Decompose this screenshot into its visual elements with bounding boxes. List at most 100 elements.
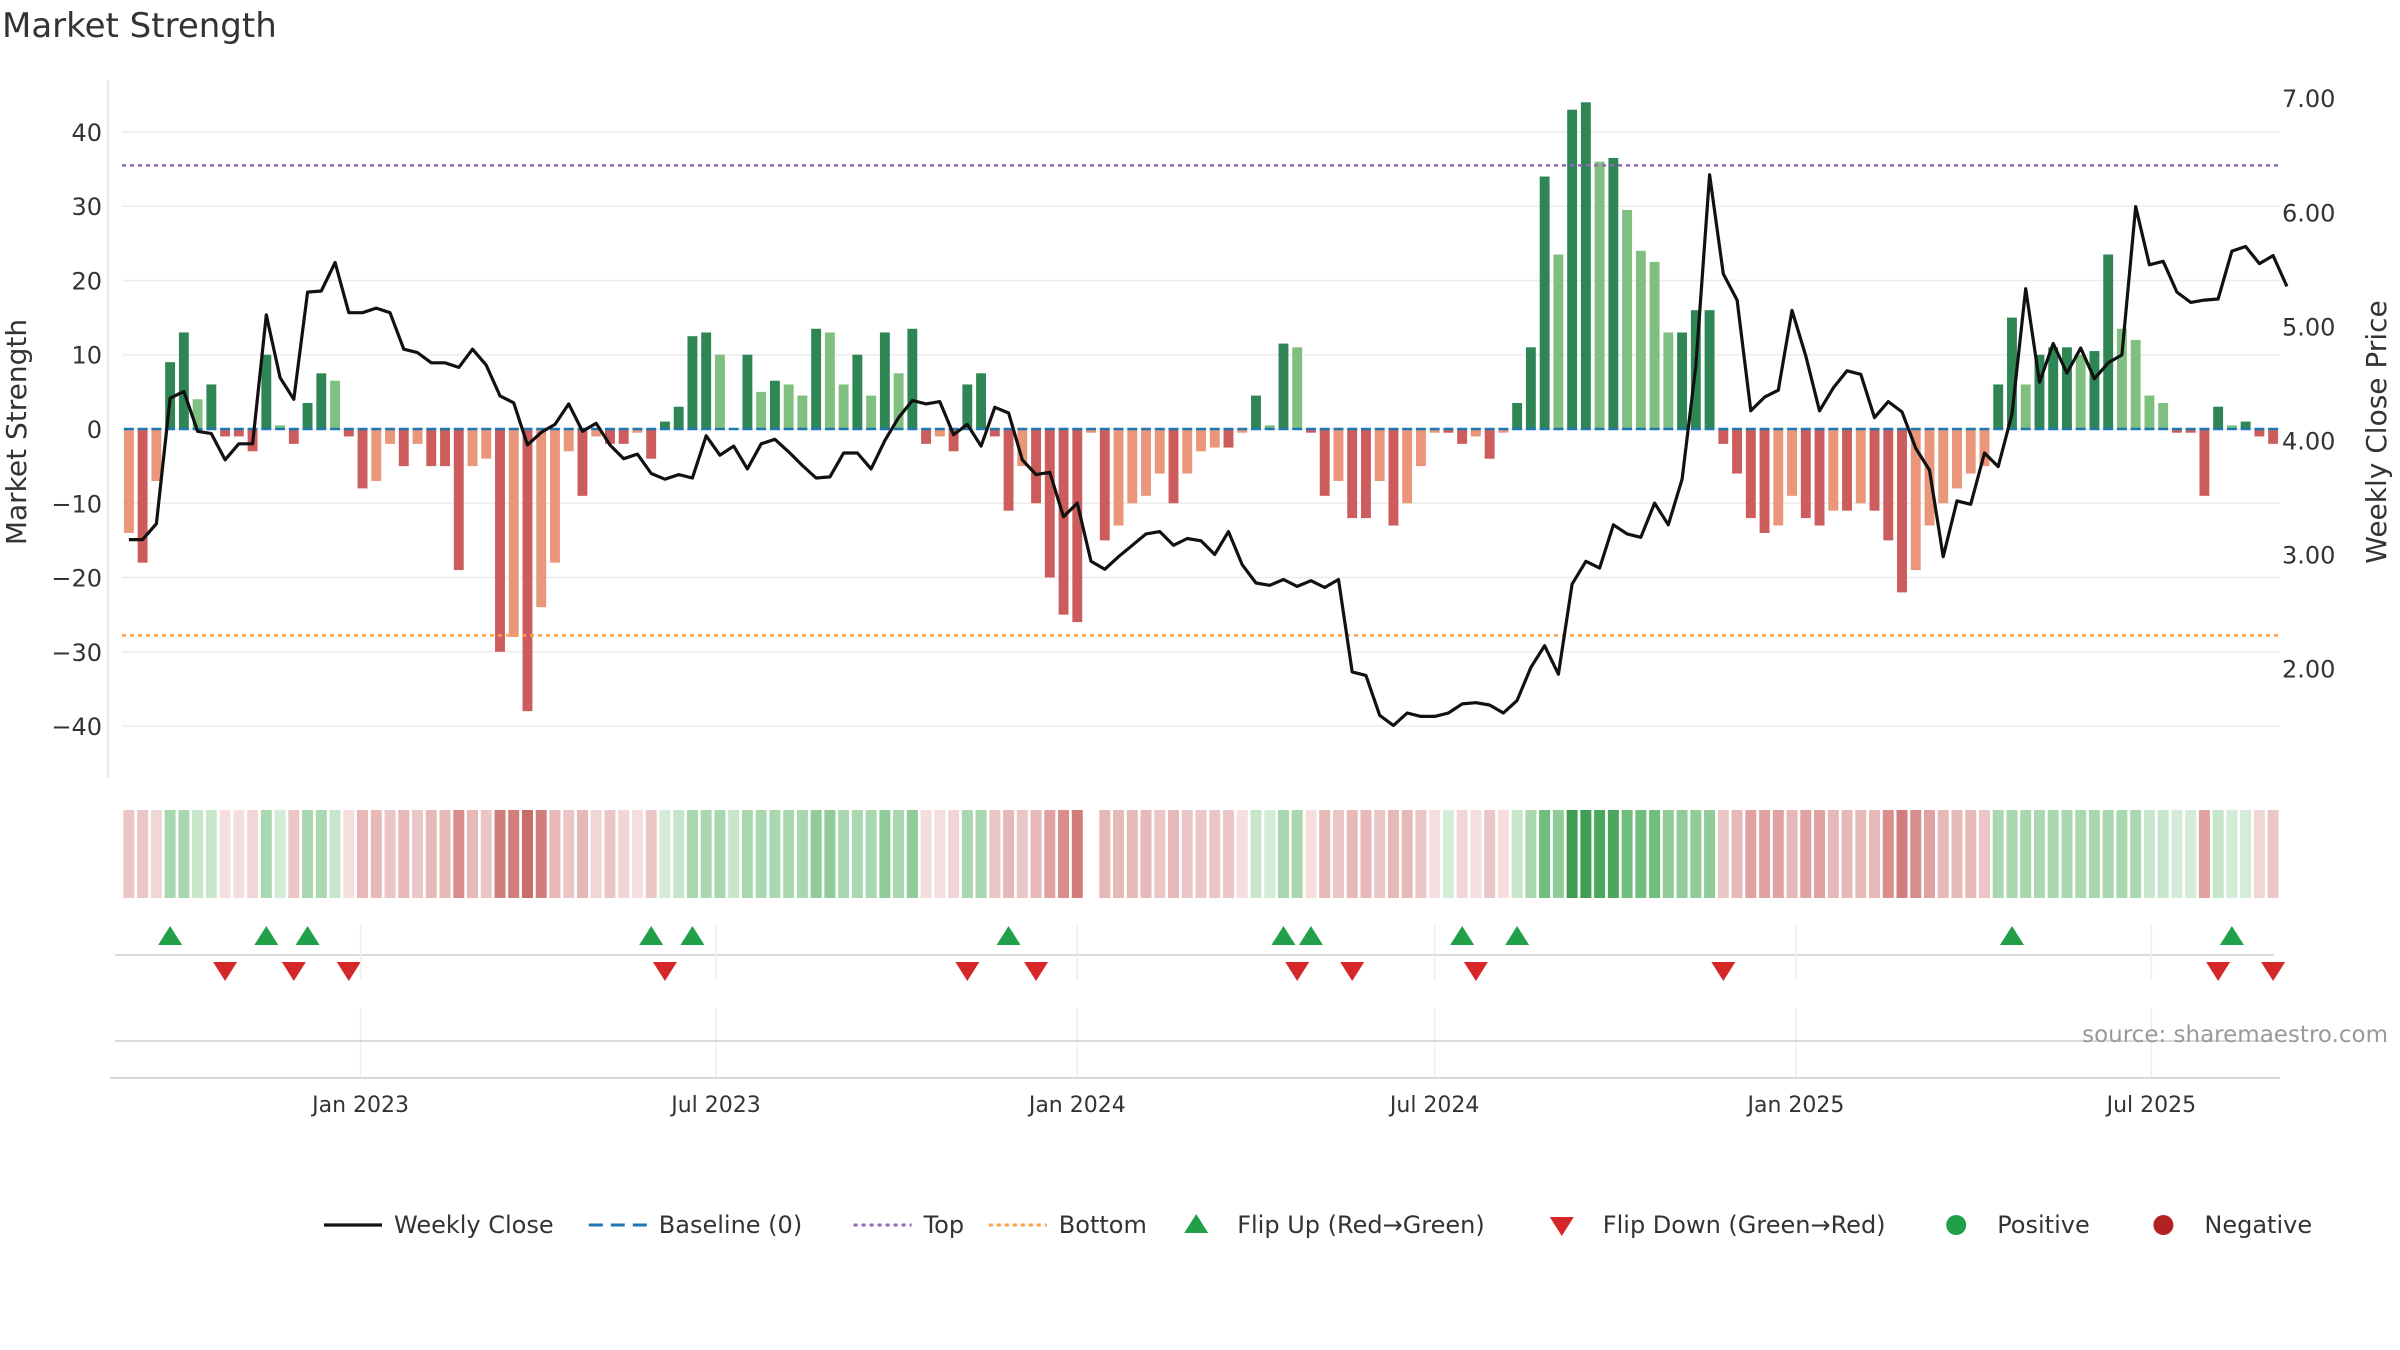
strength-bar	[1470, 429, 1481, 437]
strength-bar	[192, 399, 203, 429]
band-cell	[769, 810, 781, 898]
band-cell	[274, 810, 286, 898]
date-axis: Jan 2023 Jul 2023 Jan 2024 Jul 2024 Jan 2025…	[110, 925, 2280, 1118]
legend-label-bottom: Bottom	[1059, 1211, 1147, 1239]
strength-bar	[330, 380, 340, 429]
strength-bar	[824, 332, 835, 429]
band-cell	[1470, 810, 1482, 898]
strength-bar	[1869, 429, 1880, 511]
flip-up-marker	[1999, 926, 2024, 945]
band-cell	[906, 810, 918, 898]
strength-bar	[2185, 429, 2196, 433]
band-cell	[2143, 810, 2155, 898]
band-cell	[838, 810, 850, 898]
strength-bar	[1223, 429, 1234, 448]
band-cell	[357, 810, 369, 898]
band-cell	[1154, 810, 1166, 898]
strength-bar	[1663, 332, 1674, 429]
band-cell	[1497, 810, 1509, 898]
legend-label-positive: Positive	[1997, 1211, 2090, 1239]
band-cell	[2185, 810, 2197, 898]
flip-up-marker	[1271, 926, 1296, 945]
strength-bar	[1251, 395, 1261, 429]
flip-up-marker	[1298, 926, 1323, 945]
axes: −40 −30 −20 −10 0 10 20 30 40 2.00 3.00 4.00 5.00 6.0…	[51, 80, 2335, 778]
band-cell	[1415, 810, 1427, 898]
legend-swatch-negative	[2153, 1215, 2174, 1235]
source-label: source: sharemaestro.com	[2082, 1022, 2388, 1048]
band-cell	[728, 810, 740, 898]
strength-bar	[508, 429, 519, 637]
y-tick-label-left: 10	[71, 342, 102, 370]
strength-bar	[591, 429, 602, 437]
strength-bar	[1649, 261, 1660, 429]
band-cell	[1140, 810, 1152, 898]
band-cell	[2226, 810, 2238, 898]
band-cell	[384, 810, 396, 898]
band-cell	[2267, 810, 2279, 898]
band-cell	[1346, 810, 1358, 898]
strength-bar	[687, 336, 698, 429]
strength-bar	[2130, 339, 2141, 429]
flip-down-marker	[2261, 962, 2286, 981]
band-cell	[1552, 810, 1564, 898]
band-cell	[1841, 810, 1853, 898]
y-tick-label-right: 5.00	[2282, 313, 2335, 341]
strength-bar	[1429, 429, 1440, 433]
band-cell	[1855, 810, 1867, 898]
strength-bar	[2020, 384, 2031, 429]
strength-bar	[852, 354, 863, 429]
band-cell	[961, 810, 973, 898]
strength-bar	[2171, 429, 2182, 433]
band-cell	[700, 810, 712, 898]
band-cell	[1030, 810, 1042, 898]
strength-bar	[220, 429, 231, 437]
band-cell	[425, 810, 437, 898]
band-cell	[329, 810, 341, 898]
strength-bar	[1182, 429, 1193, 474]
band-cell	[150, 810, 162, 898]
x-tick-label: Jan 2025	[1746, 1093, 1845, 1118]
strength-bar	[1622, 209, 1633, 429]
strength-bar	[1141, 429, 1151, 496]
strength-bar	[1842, 429, 1852, 511]
band-cell	[1305, 810, 1317, 898]
band-cell	[865, 810, 877, 898]
band-cell	[247, 810, 259, 898]
strength-bar	[742, 354, 753, 429]
strength-bar	[1553, 254, 1564, 429]
strength-bar	[1017, 429, 1028, 467]
band-cell	[1772, 810, 1784, 898]
strength-bar	[1360, 429, 1371, 519]
strength-bar	[275, 425, 286, 429]
strength-bar	[673, 406, 684, 429]
y-axis-label-right: Weekly Close Price	[2360, 300, 2393, 563]
band-cell	[1621, 810, 1633, 898]
band-cell	[2212, 810, 2224, 898]
band-cell	[288, 810, 300, 898]
band-cell	[1539, 810, 1551, 898]
band-cell	[2061, 810, 2073, 898]
band-cell	[2033, 810, 2045, 898]
band-cell	[1731, 810, 1743, 898]
legend-label-negative: Negative	[2204, 1211, 2312, 1239]
band-cell	[1456, 810, 1468, 898]
strength-bar	[495, 429, 505, 652]
strength-bar	[1910, 429, 1921, 571]
strength-bar	[2226, 425, 2237, 429]
strength-bar	[1237, 429, 1248, 433]
strength-bar	[1264, 425, 1275, 429]
strength-bar	[2199, 429, 2210, 496]
strength-bar	[412, 429, 423, 444]
strength-bar	[453, 429, 464, 571]
band-cell	[604, 810, 616, 898]
strength-bar	[1457, 429, 1468, 444]
x-tick-label: Jan 2024	[1027, 1093, 1126, 1118]
flip-up-marker	[996, 926, 1021, 945]
flip-up-marker	[1450, 926, 1475, 945]
band-cell	[2171, 810, 2183, 898]
band-cell	[783, 810, 795, 898]
strength-bar	[838, 384, 849, 429]
strength-bar	[302, 403, 313, 429]
